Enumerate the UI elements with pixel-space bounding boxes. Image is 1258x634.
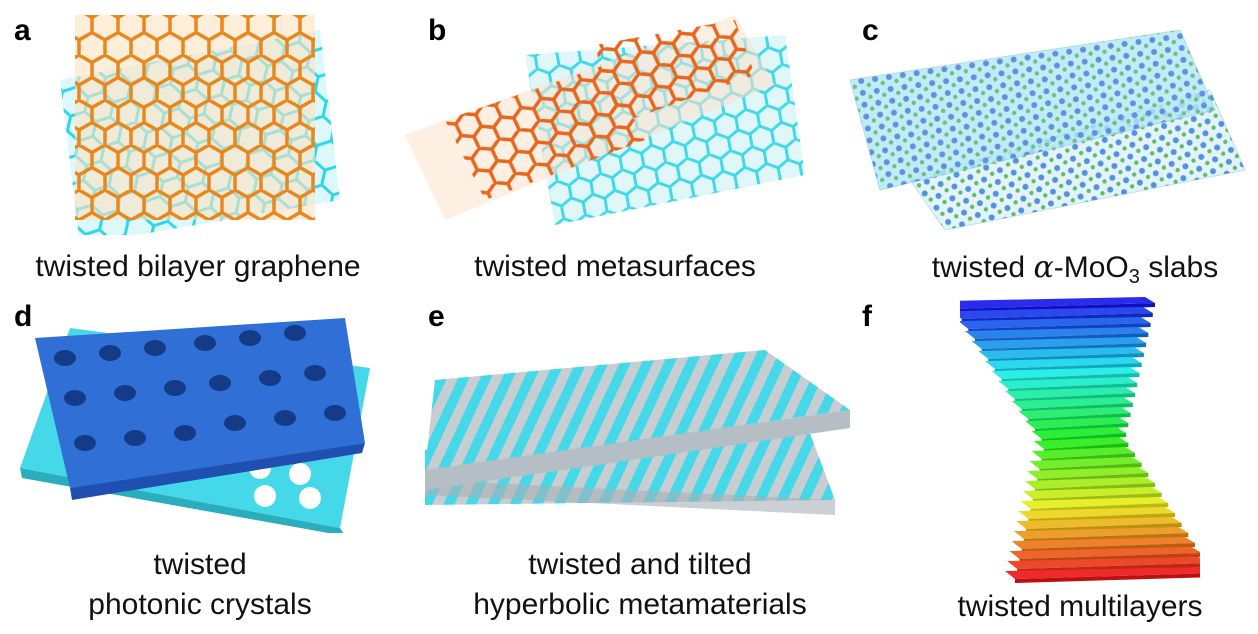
multilayer-layer — [1025, 477, 1155, 489]
multilayer-layer — [1025, 417, 1129, 429]
caption-d: twisted photonic crystals — [30, 545, 370, 625]
multilayer-layer — [1011, 397, 1133, 409]
multilayer-layer — [998, 377, 1138, 389]
multilayer-layer — [1029, 457, 1142, 469]
caption-c-alpha: α — [1033, 250, 1054, 285]
panel-letter-e: e — [428, 300, 445, 333]
multilayer-layer — [1031, 447, 1135, 459]
caption-e-line1: twisted and tilted — [528, 548, 752, 581]
caption-c-sub: 3 — [1128, 266, 1140, 288]
multilayer-layer — [960, 317, 1151, 329]
caption-d-line1: twisted — [153, 548, 247, 581]
panel-letter-d: d — [14, 300, 33, 333]
multilayer-layer — [1009, 547, 1200, 559]
multilayer-layer — [1020, 497, 1169, 509]
twisted-tilted-hyperbolic-metamaterials-illustration — [405, 350, 855, 520]
multilayer-layer — [1013, 527, 1189, 539]
multilayer-layer — [985, 357, 1142, 369]
twisted-bilayer-graphene-illustration — [40, 10, 360, 235]
caption-c-mid: -MoO — [1053, 251, 1129, 284]
twisted-moo3-slabs-illustration — [850, 30, 1250, 230]
multilayer-layer — [965, 327, 1149, 339]
multilayer-layer — [991, 367, 1140, 379]
caption-c-suffix: slabs — [1139, 251, 1219, 284]
panel-letter-a: a — [14, 14, 31, 47]
multilayer-layer — [960, 297, 1155, 309]
caption-d-line2: photonic crystals — [88, 588, 312, 621]
multilayer-layer — [1027, 467, 1149, 479]
multilayer-layer — [1022, 487, 1162, 499]
multilayer-layer — [1011, 537, 1195, 549]
multilayer-layer-edge — [1015, 573, 1200, 583]
multilayer-layer — [1005, 567, 1200, 579]
twisted-metasurfaces-illustration — [405, 15, 825, 240]
multilayer-layer — [1007, 557, 1200, 569]
caption-a: twisted bilayer graphene — [35, 250, 361, 283]
multilayer-layer — [971, 337, 1147, 349]
caption-f: twisted multilayers — [957, 590, 1203, 623]
caption-e-line2: hyperbolic metamaterials — [473, 588, 807, 621]
twisted-multilayers-illustration — [960, 292, 1200, 592]
caption-e: twisted and tilted hyperbolic metamateri… — [430, 545, 850, 625]
multilayer-layer — [1005, 387, 1135, 399]
multilayer-layer — [1033, 437, 1129, 449]
twisted-photonic-crystals-illustration — [10, 318, 390, 533]
multilayer-layer — [1031, 427, 1127, 439]
panel-letter-c: c — [862, 14, 879, 47]
multilayer-layer — [978, 347, 1144, 359]
multilayer-layer — [960, 307, 1153, 319]
caption-b: twisted metasurfaces — [474, 250, 756, 283]
panel-letter-f: f — [862, 300, 872, 333]
multilayer-layer — [1018, 407, 1131, 419]
multilayer-layer — [1018, 507, 1175, 519]
multilayer-layer — [1016, 517, 1182, 529]
caption-c-prefix: twisted — [931, 251, 1034, 284]
caption-c: twisted α-MoO3 slabs — [905, 250, 1245, 289]
panel-letter-b: b — [428, 14, 447, 47]
